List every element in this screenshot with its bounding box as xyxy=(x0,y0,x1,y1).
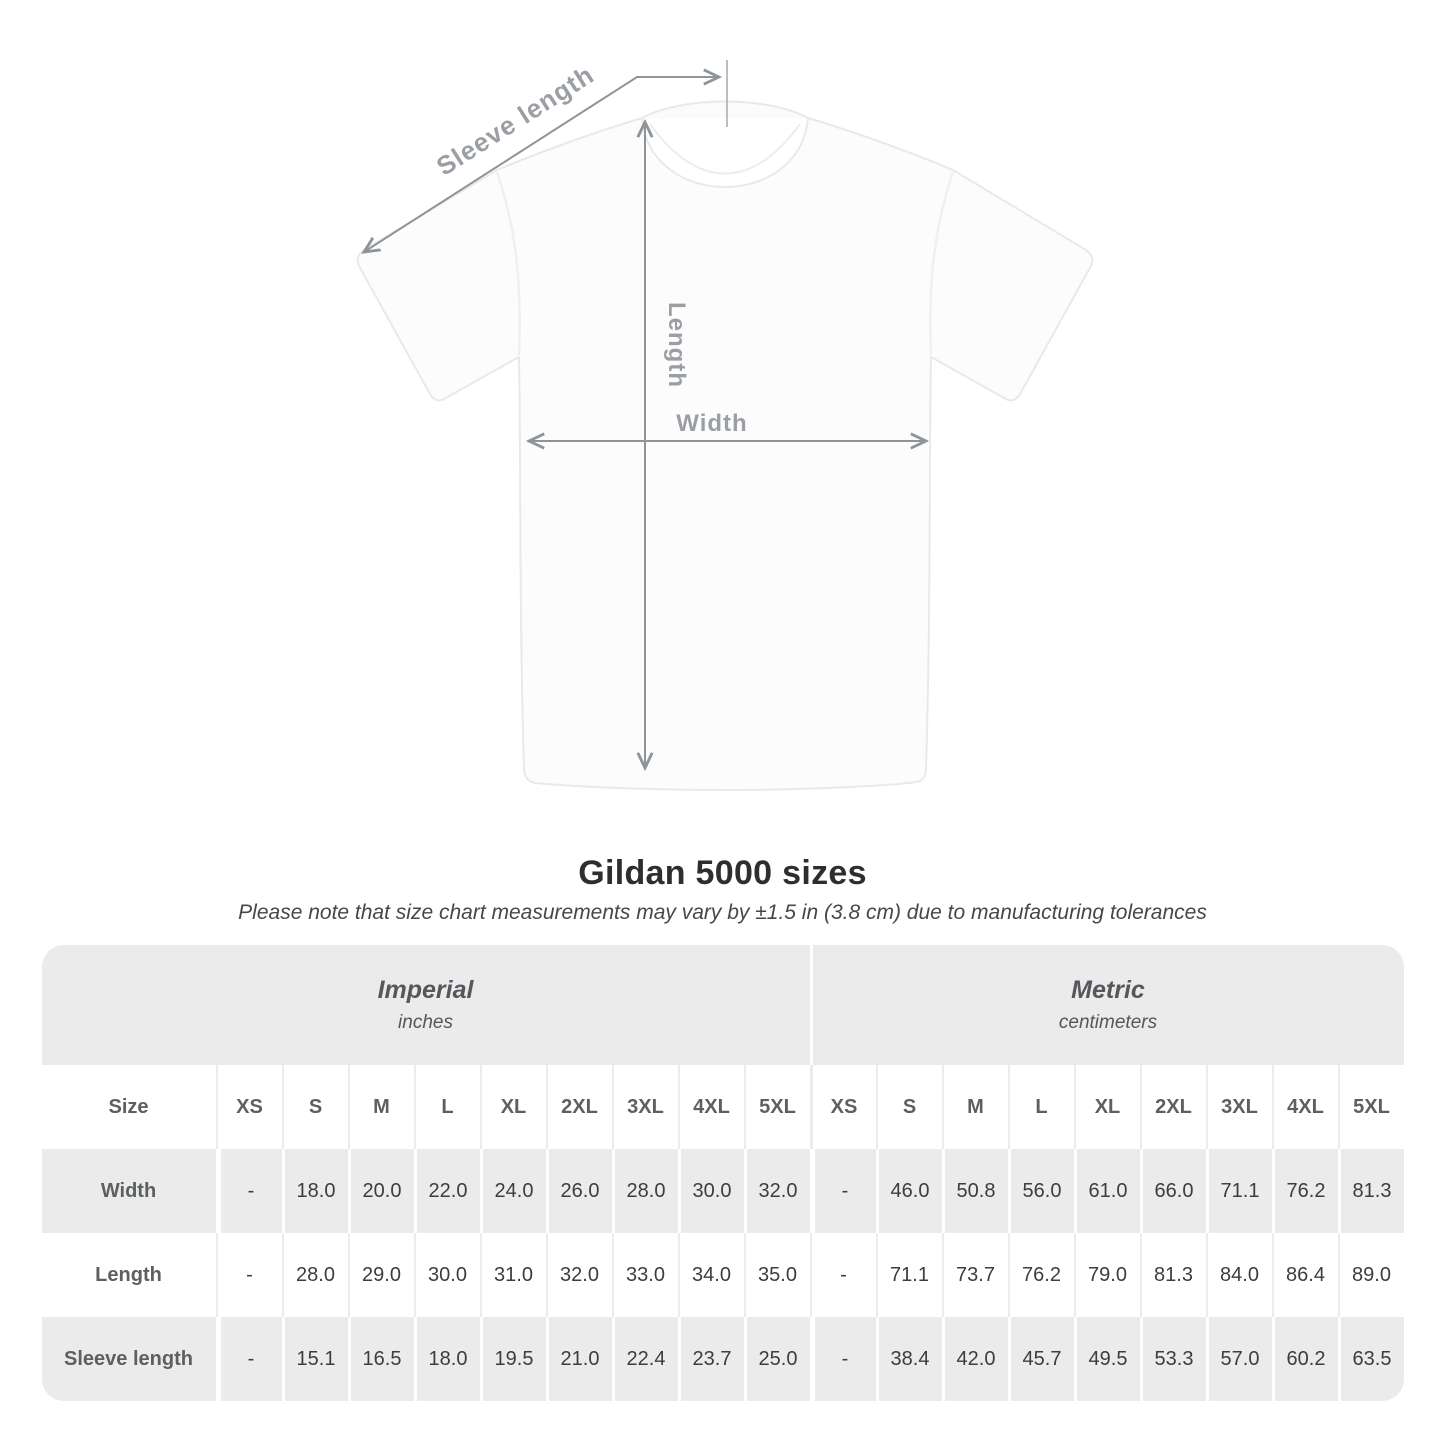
value-cell: 76.2 xyxy=(1007,1233,1074,1317)
value-cell: 71.1 xyxy=(1205,1149,1272,1233)
page-title: Gildan 5000 sizes xyxy=(578,854,867,892)
value-cell: - xyxy=(809,1233,876,1317)
value-cell: 53.3 xyxy=(1139,1317,1206,1401)
row-label: Sleeve length xyxy=(64,1347,193,1370)
size-column-header: 4XL xyxy=(1271,1065,1338,1149)
value-cell: 35.0 xyxy=(743,1233,810,1317)
tshirt-illustration xyxy=(356,100,1094,791)
value-cell: 29.0 xyxy=(347,1233,414,1317)
size-column-header: 4XL xyxy=(677,1065,744,1149)
tolerance-note: Please note that size chart measurements… xyxy=(238,901,1207,924)
value-cell: 16.5 xyxy=(347,1317,414,1401)
value-cell: 56.0 xyxy=(1007,1149,1074,1233)
value-cell: 18.0 xyxy=(413,1317,480,1401)
value-cell: 79.0 xyxy=(1073,1233,1140,1317)
size-column-header: M xyxy=(941,1065,1008,1149)
size-column-header: XS xyxy=(215,1065,282,1149)
value-cell: 71.1 xyxy=(875,1233,942,1317)
value-cell: 31.0 xyxy=(479,1233,546,1317)
metric-group-header: Metric centimeters xyxy=(809,945,1404,1065)
size-column-header: S xyxy=(281,1065,348,1149)
value-cell: 38.4 xyxy=(875,1317,942,1401)
value-cell: 89.0 xyxy=(1337,1233,1404,1317)
size-corner-header: Size xyxy=(108,1095,149,1118)
table-row-width: Width - 18.0 20.0 22.0 24.0 26.0 28.0 30… xyxy=(41,1149,1404,1233)
tshirt-collar-seam xyxy=(649,123,801,175)
value-cell: 19.5 xyxy=(479,1317,546,1401)
metric-unit: centimeters xyxy=(1058,1012,1158,1033)
value-cell: - xyxy=(215,1317,282,1401)
tshirt-back-collar xyxy=(641,100,809,119)
value-cell: 32.0 xyxy=(743,1149,810,1233)
value-cell: 28.0 xyxy=(611,1149,678,1233)
size-header-row: Size XS S M L XL 2XL 3XL 4XL 5XL XS S M … xyxy=(41,1065,1404,1149)
size-column-header: XL xyxy=(1073,1065,1140,1149)
value-cell: 20.0 xyxy=(347,1149,414,1233)
value-cell: - xyxy=(809,1317,876,1401)
value-cell: 15.1 xyxy=(281,1317,348,1401)
value-cell: 66.0 xyxy=(1139,1149,1206,1233)
value-cell: 32.0 xyxy=(545,1233,612,1317)
size-column-header: XS xyxy=(809,1065,876,1149)
value-cell: - xyxy=(215,1149,282,1233)
value-cell: 46.0 xyxy=(875,1149,942,1233)
value-cell: 49.5 xyxy=(1073,1317,1140,1401)
imperial-label: Imperial xyxy=(377,976,474,1004)
value-cell: 57.0 xyxy=(1205,1317,1272,1401)
value-cell: 28.0 xyxy=(281,1233,348,1317)
value-cell: 18.0 xyxy=(281,1149,348,1233)
size-column-header: 5XL xyxy=(743,1065,810,1149)
value-cell: 81.3 xyxy=(1139,1233,1206,1317)
size-column-header: XL xyxy=(479,1065,546,1149)
value-cell: - xyxy=(809,1149,876,1233)
value-cell: 34.0 xyxy=(677,1233,744,1317)
value-cell: 33.0 xyxy=(611,1233,678,1317)
value-cell: 86.4 xyxy=(1271,1233,1338,1317)
sleeve-length-arrow xyxy=(364,77,719,252)
value-cell: 73.7 xyxy=(941,1233,1008,1317)
value-cell: 61.0 xyxy=(1073,1149,1140,1233)
metric-label: Metric xyxy=(1071,976,1145,1004)
value-cell: 26.0 xyxy=(545,1149,612,1233)
value-cell: 84.0 xyxy=(1205,1233,1272,1317)
size-column-header: 3XL xyxy=(611,1065,678,1149)
row-label: Width xyxy=(100,1179,157,1202)
row-label: Length xyxy=(95,1263,162,1286)
value-cell: 81.3 xyxy=(1337,1149,1404,1233)
value-cell: 60.2 xyxy=(1271,1317,1338,1401)
value-cell: 21.0 xyxy=(545,1317,612,1401)
value-cell: 63.5 xyxy=(1337,1317,1404,1401)
imperial-group-header: Imperial inches xyxy=(42,945,810,1065)
length-label: Length xyxy=(663,302,690,388)
size-column-header: 2XL xyxy=(545,1065,612,1149)
value-cell: 45.7 xyxy=(1007,1317,1074,1401)
size-column-header: M xyxy=(347,1065,414,1149)
unit-group-header-row: Imperial inches Metric centimeters xyxy=(41,945,1404,1065)
value-cell: 30.0 xyxy=(413,1233,480,1317)
size-column-header: 3XL xyxy=(1205,1065,1272,1149)
value-cell: 23.7 xyxy=(677,1317,744,1401)
width-label: Width xyxy=(676,410,747,437)
size-column-header: L xyxy=(1007,1065,1074,1149)
value-cell: 30.0 xyxy=(677,1149,744,1233)
value-cell: 22.0 xyxy=(413,1149,480,1233)
tshirt-measurement-diagram: Sleeve length Length Width xyxy=(356,59,1094,791)
value-cell: 24.0 xyxy=(479,1149,546,1233)
size-column-header: 5XL xyxy=(1337,1065,1404,1149)
size-column-header: 2XL xyxy=(1139,1065,1206,1149)
imperial-unit: inches xyxy=(398,1012,453,1033)
value-cell: 42.0 xyxy=(941,1317,1008,1401)
size-column-header: L xyxy=(413,1065,480,1149)
tshirt-right-armhole-seam xyxy=(929,171,955,356)
table-row-length: Length - 28.0 29.0 30.0 31.0 32.0 33.0 3… xyxy=(41,1233,1404,1317)
value-cell: 50.8 xyxy=(941,1149,1008,1233)
value-cell: 76.2 xyxy=(1271,1149,1338,1233)
value-cell: - xyxy=(215,1233,282,1317)
table-row-sleeve-length: Sleeve length - 15.1 16.5 18.0 19.5 21.0… xyxy=(41,1317,1404,1401)
value-cell: 22.4 xyxy=(611,1317,678,1401)
value-cell: 25.0 xyxy=(743,1317,810,1401)
size-column-header: S xyxy=(875,1065,942,1149)
size-chart-table: Imperial inches Metric centimeters Size … xyxy=(41,945,1404,1401)
